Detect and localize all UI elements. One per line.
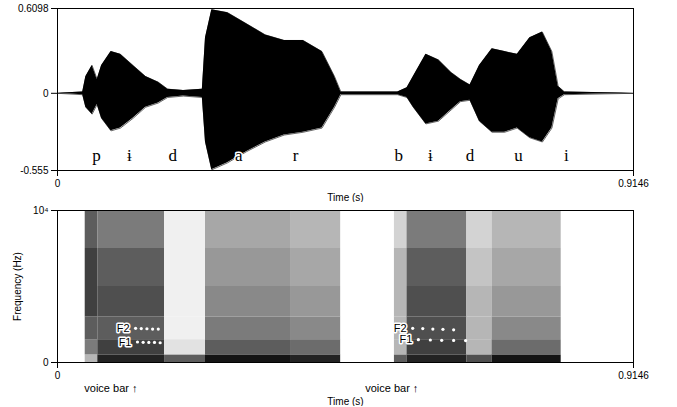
svg-text:i: i xyxy=(564,146,569,165)
svg-text:Frequency (Hz): Frequency (Hz) xyxy=(12,252,23,321)
svg-text:0: 0 xyxy=(55,178,61,189)
svg-text:F2: F2 xyxy=(117,322,130,334)
svg-text:-0.555: -0.555 xyxy=(20,165,49,176)
svg-text:ɨ: ɨ xyxy=(127,146,132,165)
svg-text:0: 0 xyxy=(43,88,49,99)
svg-text:d: d xyxy=(466,146,475,165)
svg-text:voice bar ↑: voice bar ↑ xyxy=(84,382,137,394)
svg-text:10⁴: 10⁴ xyxy=(33,205,48,216)
svg-text:p: p xyxy=(92,146,101,165)
svg-text:d: d xyxy=(169,146,178,165)
svg-text:F2: F2 xyxy=(394,322,407,334)
svg-text:u: u xyxy=(514,146,523,165)
svg-text:0: 0 xyxy=(43,357,49,368)
svg-text:r: r xyxy=(293,146,299,165)
svg-text:voice bar ↑: voice bar ↑ xyxy=(365,382,418,394)
svg-text:0: 0 xyxy=(55,370,61,381)
svg-text:0.9146: 0.9146 xyxy=(618,178,649,189)
svg-text:0.9146: 0.9146 xyxy=(618,370,649,381)
svg-text:Time (s): Time (s) xyxy=(327,192,363,203)
svg-text:F1: F1 xyxy=(119,336,132,348)
svg-text:F1: F1 xyxy=(400,333,413,345)
svg-text:b: b xyxy=(395,146,404,165)
svg-text:Time (s): Time (s) xyxy=(327,396,363,407)
svg-text:0.6098: 0.6098 xyxy=(18,3,49,14)
svg-text:a: a xyxy=(235,146,243,165)
svg-text:ɨ: ɨ xyxy=(428,146,433,165)
